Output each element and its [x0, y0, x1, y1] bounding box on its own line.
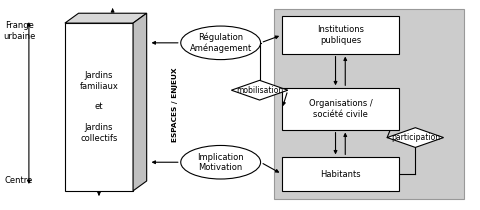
Polygon shape: [231, 80, 288, 100]
Text: Habitants: Habitants: [320, 169, 360, 178]
Bar: [282, 88, 399, 130]
Polygon shape: [65, 13, 147, 23]
Text: mobilisation: mobilisation: [236, 86, 283, 95]
Text: Organisations /
société civile: Organisations / société civile: [309, 99, 372, 119]
Bar: [274, 9, 464, 199]
Text: Institutions
publiques: Institutions publiques: [317, 25, 364, 45]
Text: Implication
Motivation: Implication Motivation: [197, 152, 244, 172]
Text: Frange
urbaine: Frange urbaine: [3, 21, 36, 41]
Polygon shape: [387, 128, 444, 147]
Ellipse shape: [181, 26, 261, 60]
Bar: [282, 157, 399, 191]
Text: ESPACES / ENJEUX: ESPACES / ENJEUX: [172, 68, 178, 142]
Bar: [282, 16, 399, 54]
Text: Centre: Centre: [5, 176, 33, 185]
Text: Régulation
Aménagement: Régulation Aménagement: [190, 33, 252, 53]
Polygon shape: [65, 23, 133, 191]
Polygon shape: [133, 13, 147, 191]
Ellipse shape: [181, 146, 261, 179]
Text: Jardins
familiaux

et

Jardins
collectifs: Jardins familiaux et Jardins collectifs: [80, 71, 119, 143]
Text: participation: participation: [391, 133, 440, 142]
